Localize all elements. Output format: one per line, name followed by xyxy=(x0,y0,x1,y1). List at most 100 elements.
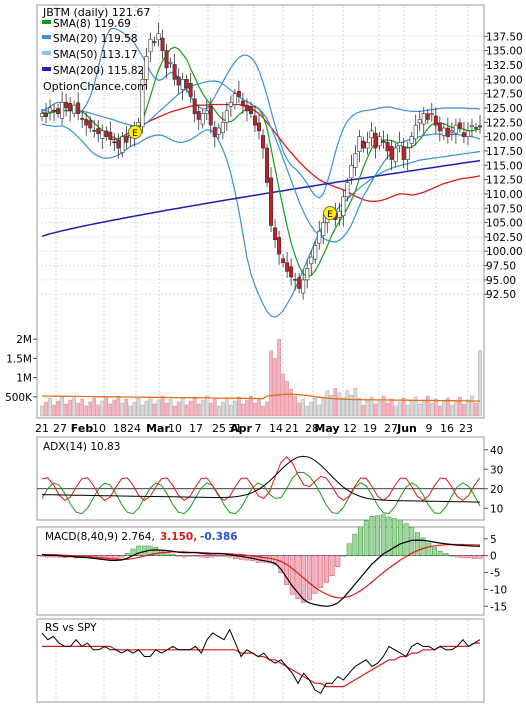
volume-bar xyxy=(301,398,305,417)
price-y-axis: 92.50 95.00 97.50 100.00 102.50 105.00 107.50 1… xyxy=(484,31,523,301)
adx-line xyxy=(41,455,481,503)
candle-body xyxy=(208,105,213,126)
candle-body xyxy=(261,135,266,149)
volume-bar xyxy=(176,401,181,417)
macd-histogram-bar xyxy=(215,555,221,557)
volume-bar xyxy=(44,401,48,417)
adx-y-tick-label: 20 xyxy=(490,484,503,496)
volume-bar xyxy=(462,403,466,417)
candle-body xyxy=(293,279,298,281)
macd-histogram-bar xyxy=(119,555,125,558)
volume-bar xyxy=(401,397,406,417)
candle-body xyxy=(433,115,438,126)
volume-bar xyxy=(104,396,109,417)
volume-bar xyxy=(68,399,72,417)
candle-body xyxy=(397,142,402,147)
candle-body xyxy=(200,113,205,125)
price-y-tick-label: 122.50 xyxy=(486,117,523,129)
rs-line xyxy=(41,628,481,694)
candle-body xyxy=(341,196,346,217)
volume-bar xyxy=(409,400,414,417)
legend-sma8: SMA(8) 119.69 xyxy=(53,18,131,30)
volume-bar xyxy=(100,400,105,417)
volume-bar xyxy=(172,405,177,417)
volume-bar xyxy=(72,395,76,417)
volume-bar xyxy=(289,388,293,417)
macd-histogram-bar xyxy=(227,555,233,558)
macd-y-tick-label: 0 xyxy=(490,551,497,563)
x-axis-label: May xyxy=(314,422,339,435)
candle-body xyxy=(469,124,474,127)
candle-body xyxy=(361,140,366,149)
rs-lines xyxy=(41,628,481,694)
candle-body xyxy=(465,130,470,137)
volume-bar xyxy=(52,404,56,417)
volume-bar xyxy=(478,350,482,417)
volume-bar xyxy=(108,403,113,417)
candle-body xyxy=(393,147,398,163)
volume-bar xyxy=(345,390,350,417)
sma8-line xyxy=(41,46,481,277)
macd-histogram-bar xyxy=(107,555,113,560)
candle-body xyxy=(168,61,173,64)
price-y-tick-label: 115.00 xyxy=(486,160,523,172)
macd-y-tick-label: 5 xyxy=(490,534,497,546)
candle-body xyxy=(64,101,69,109)
volume-bar xyxy=(120,402,125,417)
volume-bar xyxy=(253,402,257,417)
candle-body xyxy=(252,115,257,126)
volume-bar xyxy=(76,402,80,417)
macd-histogram-bar xyxy=(284,555,290,585)
candle-body xyxy=(192,98,197,114)
price-panel-frame xyxy=(36,4,485,419)
candle-body xyxy=(144,56,149,80)
volume-bar xyxy=(450,404,454,417)
legend-swatch-sma50 xyxy=(42,51,51,55)
volume-bar xyxy=(393,405,398,417)
candle-body xyxy=(180,79,185,90)
volume-bar xyxy=(317,404,322,417)
candle-body xyxy=(349,164,354,179)
x-axis-label: 7 xyxy=(255,422,262,435)
macd-y-tick-label: -5 xyxy=(490,568,500,580)
x-axis-label: 14 xyxy=(269,422,283,435)
x-axis-label: 27 xyxy=(384,422,398,435)
macd-histogram-bar xyxy=(153,547,159,556)
price-y-tick-label: 117.50 xyxy=(486,146,523,158)
volume-average-line xyxy=(41,393,481,402)
candle-body xyxy=(417,119,422,124)
candle-body xyxy=(473,127,478,129)
volume-bar xyxy=(124,398,129,417)
candle-body xyxy=(373,132,378,149)
volume-bar xyxy=(454,400,458,417)
candle-body xyxy=(256,122,261,132)
candle-body xyxy=(377,136,382,147)
macd-histogram-bar xyxy=(170,553,176,556)
volume-bar xyxy=(116,395,121,417)
candle-body xyxy=(60,101,65,119)
volume-bar xyxy=(148,396,153,417)
volume-bar xyxy=(425,395,430,417)
macd-histogram-bar xyxy=(454,555,460,558)
candle-body xyxy=(140,79,145,128)
volume-bar xyxy=(385,402,390,417)
volume-bar xyxy=(140,404,145,417)
macd-histogram-bar xyxy=(289,555,295,595)
volume-bar xyxy=(397,401,402,417)
price-y-tick-label: 137.50 xyxy=(486,31,523,43)
candle-body xyxy=(104,130,109,137)
candle-body xyxy=(445,127,450,137)
volume-bar xyxy=(325,390,330,417)
macd-histogram-bar xyxy=(375,515,381,556)
macd-histogram-bar xyxy=(449,555,455,557)
sma50-line xyxy=(110,103,481,203)
x-axis-label: Apr xyxy=(230,422,252,435)
volume-bar xyxy=(285,381,289,417)
volume-bar xyxy=(261,405,265,417)
volume-y-tick-label: 1M xyxy=(16,373,32,385)
price-y-tick-label: 125.00 xyxy=(486,103,523,115)
volume-y-tick-label: 2M xyxy=(16,334,32,346)
macd-histogram-bar xyxy=(369,516,375,556)
macd-histogram-bar xyxy=(341,555,346,557)
